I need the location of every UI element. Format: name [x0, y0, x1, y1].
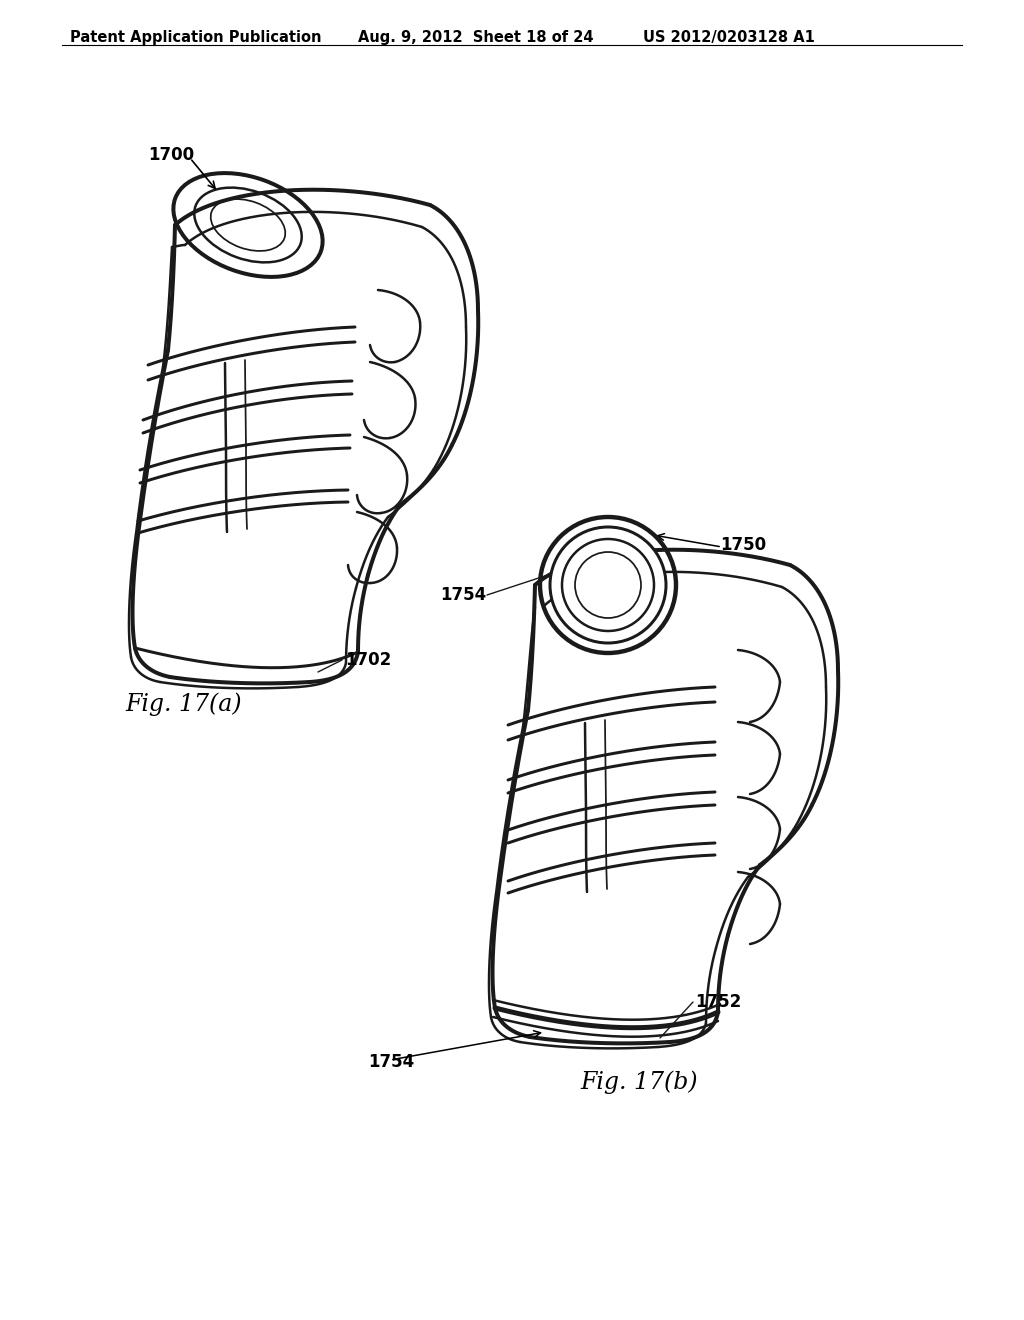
- Text: US 2012/0203128 A1: US 2012/0203128 A1: [643, 30, 815, 45]
- Text: 1702: 1702: [345, 651, 391, 669]
- Ellipse shape: [195, 187, 302, 263]
- Circle shape: [550, 527, 666, 643]
- Text: 1752: 1752: [695, 993, 741, 1011]
- Text: 1754: 1754: [368, 1053, 415, 1071]
- Text: 1754: 1754: [440, 586, 486, 605]
- Text: Fig. 17(b): Fig. 17(b): [580, 1071, 697, 1093]
- Text: 1700: 1700: [148, 147, 195, 164]
- Circle shape: [575, 552, 641, 618]
- Text: Fig. 17(a): Fig. 17(a): [125, 692, 242, 715]
- Text: 1750: 1750: [720, 536, 766, 554]
- Text: Patent Application Publication: Patent Application Publication: [70, 30, 322, 45]
- Text: Aug. 9, 2012  Sheet 18 of 24: Aug. 9, 2012 Sheet 18 of 24: [358, 30, 594, 45]
